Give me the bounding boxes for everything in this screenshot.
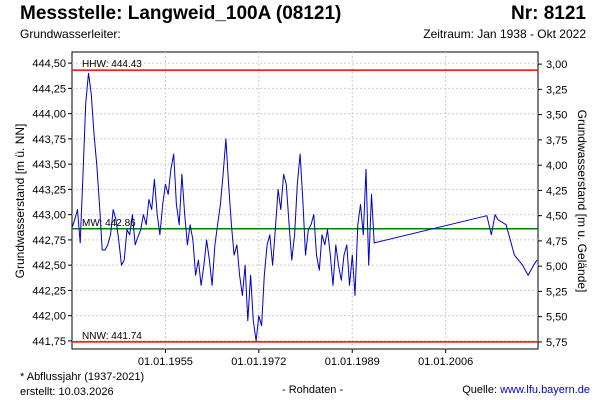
y-tick-label: 442,75 <box>32 235 66 247</box>
source-label: Quelle: <box>462 384 501 396</box>
created-date: erstellt: 10.03.2026 <box>20 386 114 398</box>
x-tick-label: 01.01.1972 <box>231 356 286 368</box>
plot-frame <box>71 51 539 350</box>
y2-tick-label: 5,00 <box>546 261 567 273</box>
y-tick-label: 444,50 <box>32 58 66 70</box>
reference-labels: HHW: 444.43 MW: 442.86 NNW: 441.74 <box>82 59 142 342</box>
reference-label: HHW: 444.43 <box>82 59 142 70</box>
y2-tick-label: 4,00 <box>546 160 567 172</box>
y2-tick-label: 4,25 <box>546 185 567 197</box>
y2-tick-label: 5,50 <box>546 312 567 324</box>
reference-lines <box>72 69 538 343</box>
source: Quelle: www.lfu.bayern.de <box>462 384 590 396</box>
x-tick-label: 01.01.1989 <box>325 356 380 368</box>
y-axis-left: 444,50 444,25 444,00 443,75 443,50 443,25 443,… <box>32 58 72 348</box>
y-tick-label: 443,50 <box>32 159 66 171</box>
aquifer-label: Grundwasserleiter: <box>20 27 121 41</box>
y2-tick-label: 5,75 <box>546 337 567 349</box>
y2-tick-label: 3,75 <box>546 135 567 147</box>
x-tick-label: 01.01.2006 <box>418 356 473 368</box>
x-tick-label: 01.01.1955 <box>138 356 193 368</box>
y-tick-label: 443,25 <box>32 184 66 196</box>
y2-tick-label: 3,00 <box>546 59 567 71</box>
y-tick-label: 444,25 <box>32 83 66 95</box>
x-axis: 01.01.1955 01.01.1972 01.01.1989 01.01.2006 <box>138 349 473 368</box>
series-line <box>71 72 538 342</box>
y2-tick-label: 5,25 <box>546 286 567 298</box>
station-number: Nr: 8121 <box>511 3 586 24</box>
y2-tick-label: 4,75 <box>546 236 567 248</box>
y-axis-right: 3,00 3,25 3,50 3,75 4,00 4,25 4,50 4,75 5,00 5,25… <box>538 59 567 349</box>
y-tick-label: 442,25 <box>32 285 66 297</box>
y-axis-label: Grundwasserstand [m ü. NN] <box>13 124 27 279</box>
y-tick-label: 444,00 <box>32 109 66 121</box>
reference-label: NNW: 441.74 <box>82 331 142 342</box>
page-title: Messstelle: Langweid_100A (08121) <box>20 3 342 24</box>
y-tick-label: 443,00 <box>32 210 66 222</box>
footnote: * Abflussjahr (1937-2021) <box>20 371 145 383</box>
y2-axis-label: Grundwasserstand [m u. Gelände] <box>575 110 589 293</box>
y-tick-label: 441,75 <box>32 336 66 348</box>
raw-data-label: - Rohdaten - <box>282 384 344 396</box>
y2-tick-label: 3,50 <box>546 110 567 122</box>
y-tick-label: 443,75 <box>32 134 66 146</box>
y-tick-label: 442,00 <box>32 311 66 323</box>
period-label: Zeitraum: Jan 1938 - Okt 2022 <box>423 27 586 41</box>
y2-tick-label: 3,25 <box>546 84 567 96</box>
grid <box>72 52 538 349</box>
series-layer <box>71 72 538 342</box>
reference-label: MW: 442.86 <box>82 218 136 229</box>
source-link[interactable]: www.lfu.bayern.de <box>500 384 590 396</box>
y-tick-label: 442,50 <box>32 260 66 272</box>
y2-tick-label: 4,50 <box>546 211 567 223</box>
